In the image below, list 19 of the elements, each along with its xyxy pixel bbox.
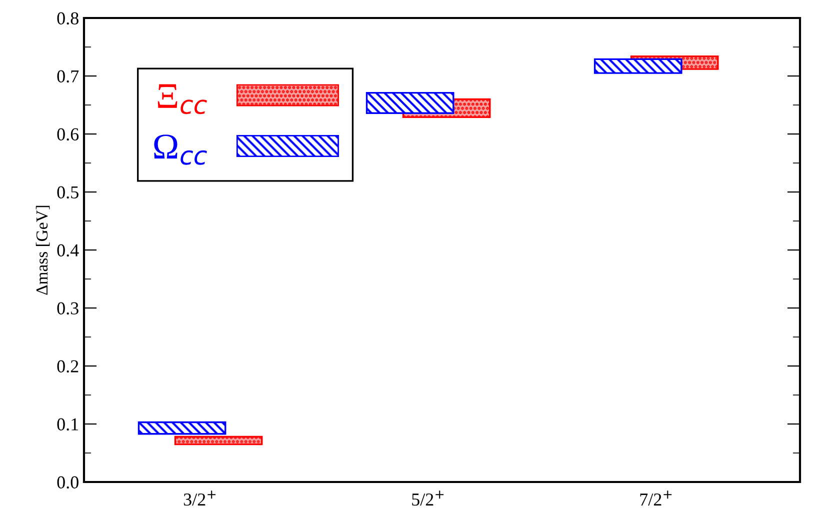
y-tick-label: 0.0 [57,476,78,489]
bar [174,436,263,446]
legend-label: Ξ$_{cc}$ [158,84,207,114]
y-tick-label: 0.6 [57,128,79,141]
y-tick-label: 0.1 [57,418,78,431]
y-tick-label: 0.2 [57,360,78,373]
y-tick-label: 0.8 [57,12,78,25]
x-tick-label: 3/2$^{+}$ [184,490,216,506]
y-axis-title: Δmass [GeV] [36,206,50,295]
x-tick-label: 7/2$^{+}$ [640,490,672,506]
y-tick-label: 0.3 [57,302,78,315]
y-tick-label: 0.7 [57,70,79,83]
legend-label: Ω$_{cc}$ [154,134,207,165]
x-tick-label: 5/2$^{+}$ [412,490,444,506]
bar [366,92,454,114]
bar [594,58,682,74]
y-tick-label: 0.4 [57,244,79,257]
bar [138,421,226,435]
y-tick-label: 0.5 [57,186,78,199]
